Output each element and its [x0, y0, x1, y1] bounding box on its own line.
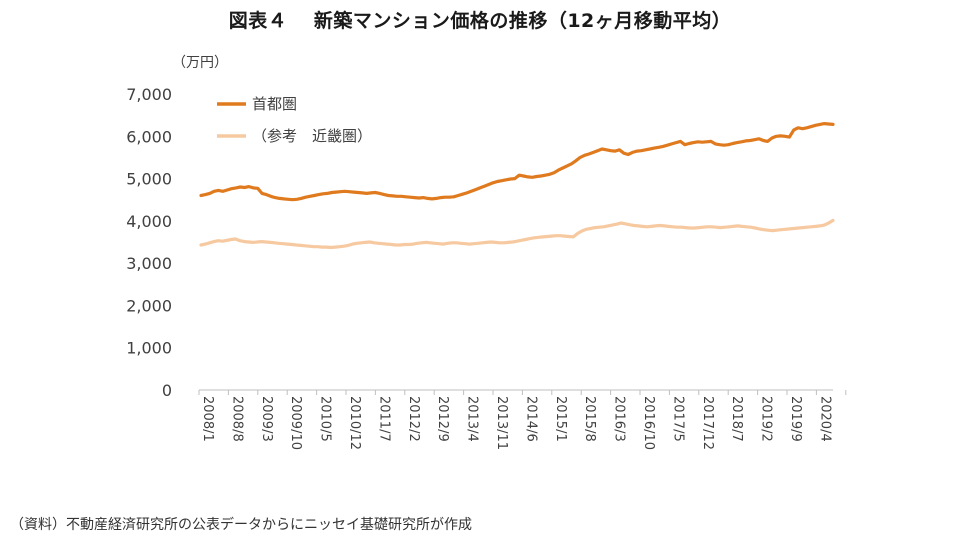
x-tick-label: 2017/5: [670, 396, 685, 442]
y-tick-label: 6,000: [126, 127, 172, 146]
x-tick-label: 2012/2: [406, 396, 421, 442]
x-tick-label: 2009/3: [259, 396, 274, 442]
series-line-1: [199, 218, 835, 250]
source-note: （資料）不動産経済研究所の公表データからにニッセイ基礎研究所が作成: [10, 517, 472, 533]
y-tick-label: 5,000: [126, 170, 172, 189]
legend-label-0: 首都圏: [252, 95, 297, 113]
x-tick-label: 2018/7: [729, 396, 744, 442]
x-tick-label: 2016/3: [612, 396, 627, 442]
series-line-0: [199, 121, 835, 202]
x-tick-label: 2020/4: [817, 396, 832, 442]
x-tick-label: 2015/8: [582, 396, 597, 442]
x-tick-label: 2009/10: [288, 396, 303, 450]
x-tick-label: 2016/10: [641, 396, 656, 450]
x-tick-label: 2019/9: [788, 396, 803, 442]
y-tick-label: 4,000: [126, 212, 172, 231]
y-tick-label: 0: [162, 381, 172, 400]
x-tick-label: 2013/4: [465, 396, 480, 442]
x-tick-label: 2010/12: [347, 396, 362, 450]
y-tick-label: 7,000: [126, 85, 172, 104]
y-tick-label: 2,000: [126, 296, 172, 315]
x-tick-label: 2011/7: [376, 396, 391, 442]
x-tick-label: 2010/5: [318, 396, 333, 442]
chart-title: 図表４ 新築マンション価格の推移（12ヶ月移動平均）: [228, 10, 732, 32]
y-axis-unit-label: （万円）: [172, 55, 228, 71]
x-tick-label: 2012/9: [435, 396, 450, 442]
x-tick-label: 2008/8: [229, 396, 244, 442]
x-tick-label: 2017/12: [700, 396, 715, 450]
x-tick-label: 2008/1: [200, 396, 215, 442]
x-tick-label: 2013/11: [494, 396, 509, 450]
x-tick-label: 2015/1: [553, 396, 568, 442]
y-tick-label: 3,000: [126, 254, 172, 273]
legend-label-1: （参考 近畿圏）: [252, 127, 372, 145]
y-tick-label: 1,000: [126, 339, 172, 358]
x-tick-label: 2014/6: [523, 396, 538, 442]
x-tick-label: 2019/2: [759, 396, 774, 442]
